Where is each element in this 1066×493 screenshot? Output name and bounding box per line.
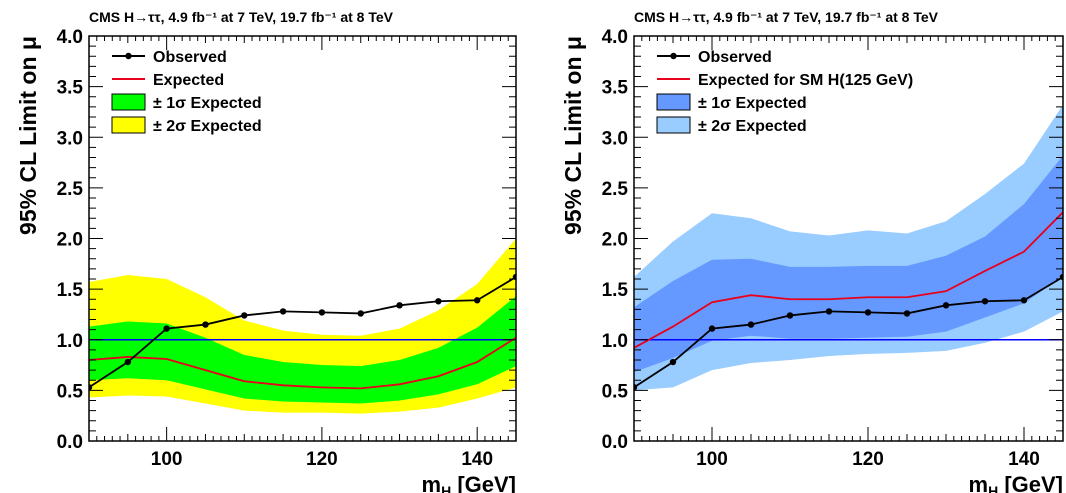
legend-observed-marker [670,52,677,60]
observed-point [163,325,170,332]
plot-area [634,104,1063,391]
y-tick-label: 0.0 [602,432,628,453]
y-tick-label: 4.0 [602,27,628,48]
legend-band2-label: ± 2σ Expected [698,118,807,135]
x-axis-title: mH [GeV] [422,472,516,493]
expected-line [89,336,516,390]
legend-band2-swatch [656,116,691,134]
x-tick-label: 120 [306,449,338,470]
plot-header: CMS H→ττ, 4.9 fb⁻¹ at 7 TeV, 19.7 fb⁻¹ a… [89,9,394,25]
y-tick-label: 0.5 [57,381,84,402]
plot-header: CMS H→ττ, 4.9 fb⁻¹ at 7 TeV, 19.7 fb⁻¹ a… [634,9,939,25]
y-tick-label: 3.5 [602,78,629,99]
legend-band1-swatch [656,93,691,111]
observed-point [124,358,132,366]
y-tick-label: 2.5 [57,179,84,200]
y-tick-label: 0.5 [602,381,629,402]
x-tick-label: 120 [852,449,884,470]
observed-point [786,312,794,319]
observed-point [202,321,209,328]
y-axis-title: 95% CL Limit on μ [560,36,586,235]
y-tick-label: 3.0 [57,128,83,149]
observed-point [357,310,364,317]
y-tick-label: 2.5 [602,179,629,200]
observed-point [318,309,326,316]
observed-line [634,276,1063,389]
y-tick-label: 2.0 [602,230,628,251]
x-tick-label: 140 [1008,449,1040,470]
observed-line [89,276,516,389]
legend-expected-label: Expected for SM H(125 GeV) [698,72,913,89]
y-tick-label: 1.0 [57,331,83,352]
legend-observed-label: Observed [698,49,772,66]
plot-area [89,238,516,414]
x-axis-title-unit: [GeV] [998,472,1063,493]
y-tick-label: 4.0 [57,27,83,48]
x-axis-title-main: m [422,472,442,493]
legend-band1-label: ± 1σ Expected [698,95,807,112]
legend: Observed Expected for SM H(125 GeV) ± 1σ E… [656,49,913,135]
x-tick-label: 140 [461,449,493,470]
band-1sigma [634,155,1063,373]
observed-point [669,358,677,366]
observed-point [634,384,638,391]
legend: Observed Expected ± 1σ Expected ± 2σ Expect… [111,49,262,135]
legend-band1-swatch [111,93,146,111]
y-tick-label: 2.0 [57,230,83,251]
x-axis-title: mH [GeV] [969,472,1063,493]
band-1sigma [89,296,516,404]
observed-point [279,308,287,315]
observed-point [89,384,93,391]
observed-point [942,302,950,309]
y-tick-label: 1.5 [57,280,84,301]
observed-point [473,297,481,304]
observed-point [396,302,403,309]
y-tick-label: 3.0 [602,128,628,149]
y-tick-label: 0.0 [57,432,83,453]
x-axis-title-sub: H [988,483,998,493]
y-tick-label: 1.0 [602,331,628,352]
x-tick-label: 100 [696,449,728,470]
x-axis-title-sub: H [441,483,451,493]
observed-point [825,308,833,315]
legend-band2-label: ± 2σ Expected [153,118,262,135]
legend-observed-marker [125,52,132,60]
legend-observed-label: Observed [153,49,227,66]
x-tick-label: 100 [151,449,183,470]
y-axis-title: 95% CL Limit on μ [15,36,41,235]
observed-point [747,321,755,328]
observed-point [1020,297,1028,304]
observed-point [241,312,248,319]
observed-point [903,310,911,317]
observed-point [435,298,442,305]
observed-point [708,325,716,332]
legend-band1-label: ± 1σ Expected [153,95,262,112]
y-tick-label: 3.5 [57,78,84,99]
y-tick-label: 1.5 [602,280,629,301]
expected-line [634,211,1063,349]
observed-point [981,298,989,305]
legend-band2-swatch [111,116,146,134]
x-axis-title-unit: [GeV] [451,472,516,493]
legend-expected-label: Expected [153,72,224,89]
observed-point [864,309,872,316]
x-axis-title-main: m [969,472,989,493]
